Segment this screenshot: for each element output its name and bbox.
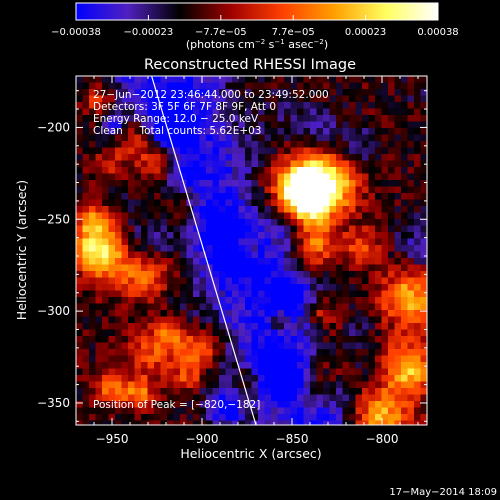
annotation-time-range: 27−Jun−2012 23:46:44.000 to 23:49:52.000 — [93, 89, 329, 101]
colorbar-tick-label: 0.00023 — [345, 27, 386, 38]
colorbar-ticks: −0.00038 −0.00023 −7.7e−05 7.7e−05 0.00023 0.… — [51, 15, 459, 38]
annotation-energy-range: Energy Range: 12.0 − 25.0 keV — [93, 113, 259, 125]
y-tick-label: −200 — [37, 120, 70, 134]
colorbar — [75, 2, 439, 21]
axis-ticks: −950 −900 −850 −800 −200 −250 −300 −350 — [37, 76, 427, 446]
plot-timestamp: 17−May−2014 18:09 — [389, 487, 497, 498]
chart-title: Reconstructed RHESSI Image — [144, 57, 356, 73]
annotation-peak-position: Position of Peak = [−820,−182] — [93, 399, 260, 411]
annotation-detectors: Detectors: 3F 5F 6F 7F 8F 9F, Att 0 — [93, 101, 276, 113]
x-tick-label: −900 — [186, 432, 219, 446]
colorbar-tick-label: −0.00038 — [51, 27, 101, 38]
x-axis-label: Heliocentric X (arcsec) — [180, 446, 321, 461]
annotation-clean: Clean Total counts: 5.62E+03 — [93, 125, 262, 137]
y-tick-label: −250 — [37, 212, 70, 226]
x-tick-label: −800 — [366, 432, 399, 446]
y-tick-label: −300 — [37, 304, 70, 318]
heatmap-image — [76, 76, 427, 425]
colorbar-tick-label: −7.7e−05 — [195, 27, 247, 38]
y-axis-label: Heliocentric Y (arcsec) — [14, 180, 29, 320]
y-tick-label: −350 — [37, 396, 70, 410]
plot-frame — [75, 75, 428, 426]
x-tick-label: −850 — [276, 432, 309, 446]
solar-limb-line — [151, 75, 257, 426]
colorbar-tick-label: −0.00023 — [124, 27, 174, 38]
colorbar-units: (photons cm−2 s−1 asec−2) — [186, 38, 328, 51]
x-tick-label: −950 — [96, 432, 129, 446]
colorbar-tick-label: 7.7e−05 — [272, 27, 315, 38]
colorbar-tick-label: 0.00038 — [417, 27, 458, 38]
